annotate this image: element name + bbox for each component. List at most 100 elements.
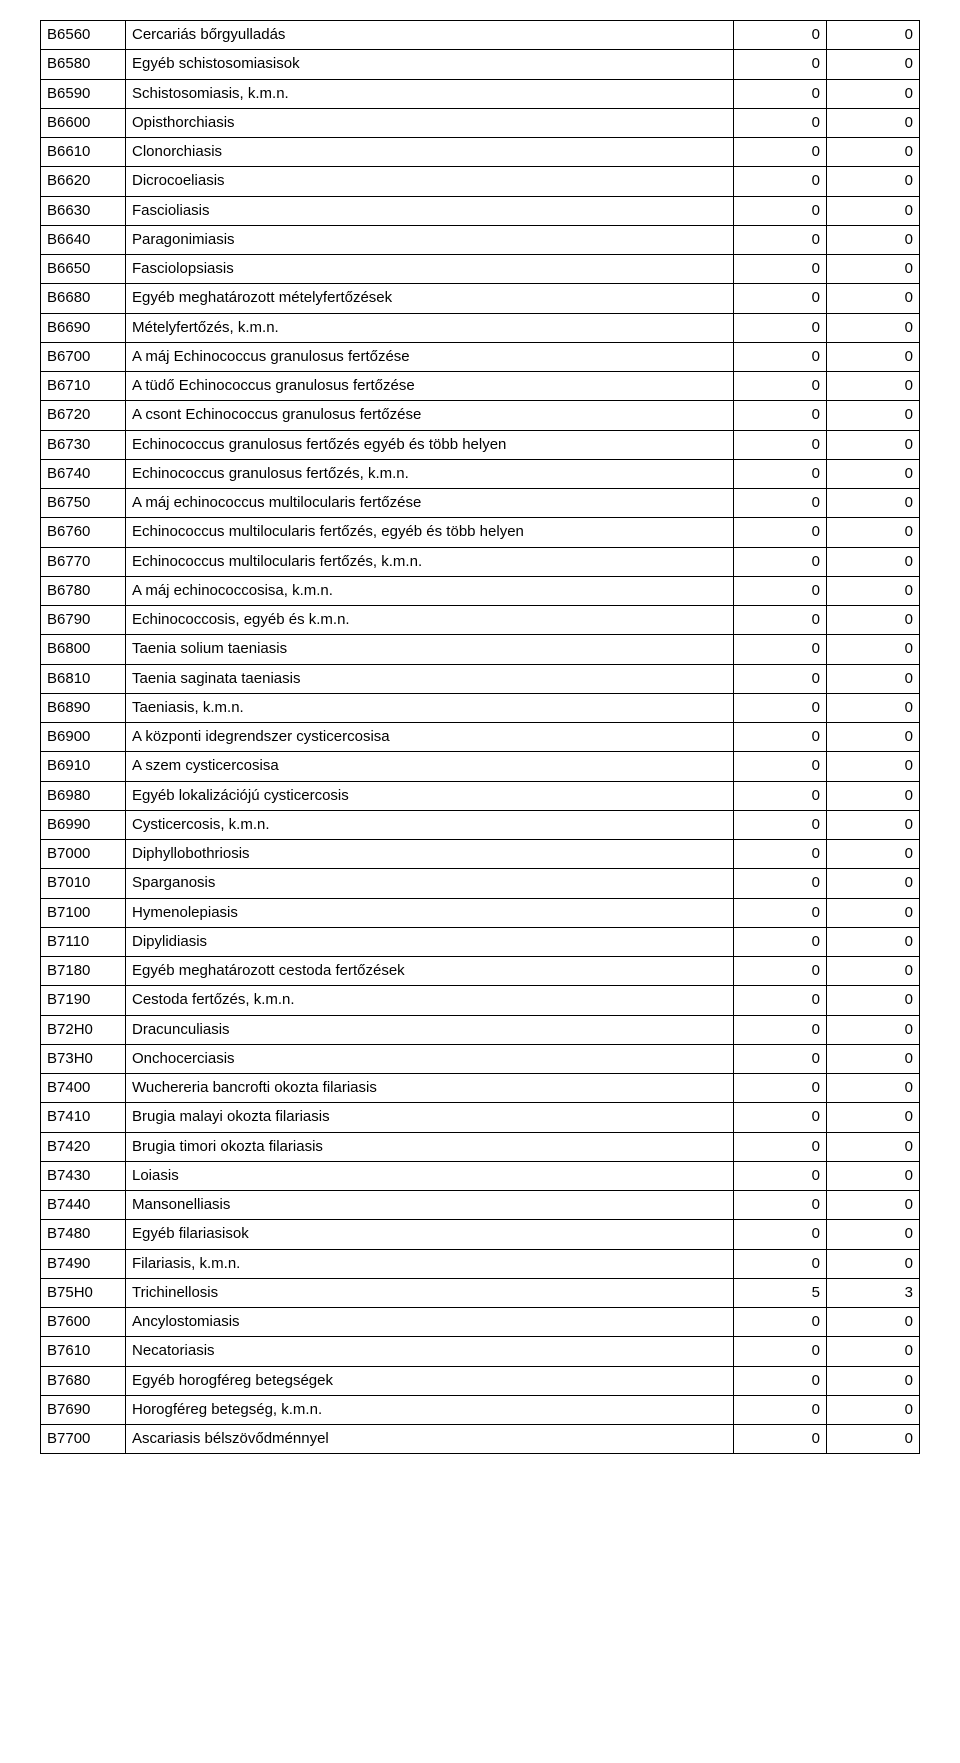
value2-cell: 0 — [827, 342, 920, 371]
value1-cell: 0 — [734, 781, 827, 810]
table-row: B7440Mansonelliasis00 — [41, 1191, 920, 1220]
code-cell: B6640 — [41, 225, 126, 254]
code-cell: B7600 — [41, 1308, 126, 1337]
value1-cell: 0 — [734, 518, 827, 547]
value1-cell: 0 — [734, 693, 827, 722]
value2-cell: 0 — [827, 50, 920, 79]
table-row: B7010Sparganosis00 — [41, 869, 920, 898]
code-cell: B7490 — [41, 1249, 126, 1278]
value1-cell: 0 — [734, 79, 827, 108]
table-row: B7000Diphyllobothriosis00 — [41, 840, 920, 869]
table-row: B6780A máj echinococcosisa, k.m.n.00 — [41, 576, 920, 605]
value2-cell: 0 — [827, 225, 920, 254]
code-cell: B7610 — [41, 1337, 126, 1366]
page: B6560Cercariás bőrgyulladás00B6580Egyéb … — [0, 0, 960, 1474]
code-cell: B6690 — [41, 313, 126, 342]
table-row: B6760Echinococcus multilocularis fertőzé… — [41, 518, 920, 547]
description-cell: A központi idegrendszer cysticercosisa — [126, 723, 734, 752]
value1-cell: 0 — [734, 635, 827, 664]
value2-cell: 0 — [827, 547, 920, 576]
description-cell: A máj echinococcus multilocularis fertőz… — [126, 489, 734, 518]
value2-cell: 0 — [827, 664, 920, 693]
table-row: B7700Ascariasis bélszövődménnyel00 — [41, 1425, 920, 1454]
value2-cell: 0 — [827, 138, 920, 167]
value1-cell: 0 — [734, 1337, 827, 1366]
code-cell: B7480 — [41, 1220, 126, 1249]
table-row: B6980Egyéb lokalizációjú cysticercosis00 — [41, 781, 920, 810]
description-cell: Cestoda fertőzés, k.m.n. — [126, 986, 734, 1015]
value2-cell: 0 — [827, 693, 920, 722]
description-cell: Egyéb lokalizációjú cysticercosis — [126, 781, 734, 810]
value2-cell: 0 — [827, 372, 920, 401]
value1-cell: 0 — [734, 547, 827, 576]
value1-cell: 0 — [734, 898, 827, 927]
code-cell: B7420 — [41, 1132, 126, 1161]
code-cell: B6650 — [41, 255, 126, 284]
description-cell: Mansonelliasis — [126, 1191, 734, 1220]
code-cell: B6590 — [41, 79, 126, 108]
table-row: B6800Taenia solium taeniasis00 — [41, 635, 920, 664]
value1-cell: 0 — [734, 840, 827, 869]
code-cell: B7410 — [41, 1103, 126, 1132]
value1-cell: 0 — [734, 957, 827, 986]
value1-cell: 0 — [734, 459, 827, 488]
table-row: B6640Paragonimiasis00 — [41, 225, 920, 254]
value2-cell: 0 — [827, 1220, 920, 1249]
description-cell: Egyéb schistosomiasisok — [126, 50, 734, 79]
value1-cell: 0 — [734, 1074, 827, 1103]
value1-cell: 0 — [734, 167, 827, 196]
value1-cell: 0 — [734, 810, 827, 839]
description-cell: Paragonimiasis — [126, 225, 734, 254]
description-cell: Echinococcus multilocularis fertőzés, k.… — [126, 547, 734, 576]
description-cell: Echinococcus granulosus fertőzés, k.m.n. — [126, 459, 734, 488]
value2-cell: 0 — [827, 1308, 920, 1337]
table-body: B6560Cercariás bőrgyulladás00B6580Egyéb … — [41, 21, 920, 1454]
value2-cell: 0 — [827, 1132, 920, 1161]
value1-cell: 0 — [734, 1161, 827, 1190]
value2-cell: 0 — [827, 635, 920, 664]
value1-cell: 0 — [734, 576, 827, 605]
value2-cell: 0 — [827, 1366, 920, 1395]
table-row: B6560Cercariás bőrgyulladás00 — [41, 21, 920, 50]
description-cell: A máj echinococcosisa, k.m.n. — [126, 576, 734, 605]
code-cell: B6800 — [41, 635, 126, 664]
value1-cell: 0 — [734, 1044, 827, 1073]
value2-cell: 0 — [827, 21, 920, 50]
table-row: B6990Cysticercosis, k.m.n.00 — [41, 810, 920, 839]
code-cell: B7110 — [41, 927, 126, 956]
value2-cell: 0 — [827, 752, 920, 781]
table-row: B73H0Onchocerciasis00 — [41, 1044, 920, 1073]
code-cell: B7180 — [41, 957, 126, 986]
code-cell: B6990 — [41, 810, 126, 839]
value1-cell: 0 — [734, 1132, 827, 1161]
value2-cell: 0 — [827, 1425, 920, 1454]
value1-cell: 0 — [734, 1308, 827, 1337]
code-cell: B6600 — [41, 108, 126, 137]
code-cell: B6770 — [41, 547, 126, 576]
description-cell: Dipylidiasis — [126, 927, 734, 956]
value1-cell: 0 — [734, 1425, 827, 1454]
table-row: B6630Fascioliasis00 — [41, 196, 920, 225]
description-cell: Echinococcosis, egyéb és k.m.n. — [126, 606, 734, 635]
code-cell: B6760 — [41, 518, 126, 547]
code-cell: B6620 — [41, 167, 126, 196]
description-cell: Mételyfertőzés, k.m.n. — [126, 313, 734, 342]
table-row: B7410Brugia malayi okozta filariasis00 — [41, 1103, 920, 1132]
value1-cell: 0 — [734, 723, 827, 752]
table-row: B6710A tüdő Echinococcus granulosus fert… — [41, 372, 920, 401]
value2-cell: 0 — [827, 576, 920, 605]
description-cell: Loiasis — [126, 1161, 734, 1190]
value1-cell: 0 — [734, 1395, 827, 1424]
value1-cell: 0 — [734, 225, 827, 254]
code-cell: B7440 — [41, 1191, 126, 1220]
data-table: B6560Cercariás bőrgyulladás00B6580Egyéb … — [40, 20, 920, 1454]
value1-cell: 0 — [734, 1220, 827, 1249]
code-cell: B6720 — [41, 401, 126, 430]
value2-cell: 0 — [827, 1074, 920, 1103]
table-row: B7480Egyéb filariasisok00 — [41, 1220, 920, 1249]
value1-cell: 0 — [734, 50, 827, 79]
table-row: B7490Filariasis, k.m.n.00 — [41, 1249, 920, 1278]
value2-cell: 0 — [827, 840, 920, 869]
description-cell: Taeniasis, k.m.n. — [126, 693, 734, 722]
value1-cell: 0 — [734, 196, 827, 225]
